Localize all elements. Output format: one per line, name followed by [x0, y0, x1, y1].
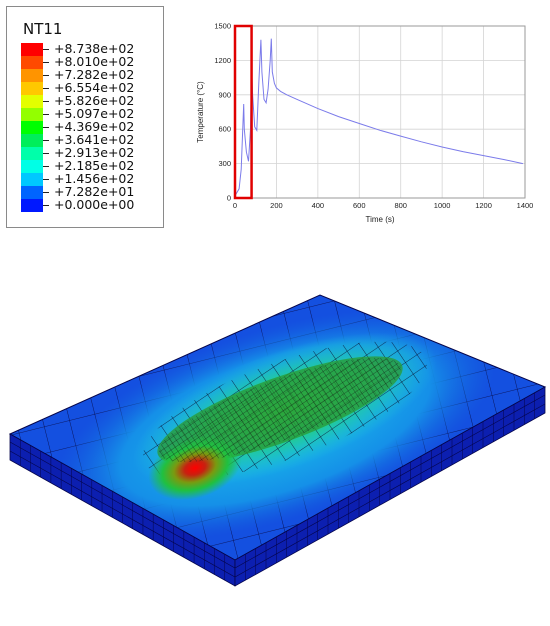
legend-label: +2.913e+02	[54, 145, 135, 160]
legend-tick	[43, 75, 49, 76]
x-tick-label: 400	[312, 201, 325, 210]
legend-label: +7.282e+01	[54, 184, 135, 199]
legend-swatch	[21, 56, 43, 69]
legend-title: NT11	[23, 20, 63, 38]
legend-tick	[43, 205, 49, 206]
chart-ticks: 0 200 400 600 800 1000 1200 1400 0 300 600 900 1200 1…	[214, 22, 533, 211]
legend-swatch	[21, 199, 43, 212]
legend-label: +7.282e+02	[54, 67, 135, 82]
highlight-box	[233, 24, 253, 200]
x-tick-label: 0	[233, 201, 237, 210]
legend-label: +3.641e+02	[54, 132, 135, 147]
legend-label: +1.456e+02	[54, 171, 135, 186]
x-axis-label: Time (s)	[365, 215, 394, 224]
plot-frame	[234, 25, 526, 199]
x-tick-label: 1000	[434, 201, 451, 210]
x-tick-label: 600	[353, 201, 366, 210]
legend-swatch	[21, 108, 43, 121]
legend-label: +5.097e+02	[54, 106, 135, 121]
legend-tick	[43, 166, 49, 167]
legend-tick	[43, 88, 49, 89]
legend-label: +8.010e+02	[54, 54, 135, 69]
legend-label: +8.738e+02	[54, 41, 135, 56]
legend-swatch	[21, 121, 43, 134]
legend-swatch	[21, 95, 43, 108]
legend-swatch	[21, 43, 43, 56]
y-tick-label: 600	[218, 125, 231, 134]
temperature-series-line	[234, 38, 524, 196]
legend-tick	[43, 192, 49, 193]
legend-swatch	[21, 69, 43, 82]
legend-label: +2.185e+02	[54, 158, 135, 173]
legend-swatch	[21, 160, 43, 173]
legend-tick	[43, 101, 49, 102]
legend-swatch	[21, 186, 43, 199]
legend-label: +0.000e+00	[54, 197, 135, 212]
legend-tick	[43, 62, 49, 63]
x-tick-label: 800	[394, 201, 407, 210]
fine-mesh	[159, 357, 401, 463]
x-tick-label: 1400	[517, 201, 534, 210]
x-tick-label: 200	[270, 201, 283, 210]
legend-tick	[43, 153, 49, 154]
y-tick-label: 300	[218, 159, 231, 168]
legend-tick	[43, 140, 49, 141]
color-legend: NT11 +8.738e+02 +8.010e+02 +7.282e+02 +6…	[6, 6, 164, 228]
legend-tick	[43, 49, 49, 50]
legend-swatch	[21, 134, 43, 147]
fe-mesh-plate-contour	[8, 294, 547, 587]
legend-tick	[43, 114, 49, 115]
legend-swatch	[21, 82, 43, 95]
y-tick-label: 900	[218, 90, 231, 99]
y-axis-label: Temperature (°C)	[196, 81, 205, 143]
legend-tick	[43, 127, 49, 128]
legend-label: +6.554e+02	[54, 80, 135, 95]
y-tick-label: 0	[227, 194, 231, 203]
y-tick-label: 1500	[214, 22, 231, 31]
legend-tick	[43, 179, 49, 180]
chart-grid	[234, 25, 526, 199]
legend-swatch	[21, 173, 43, 186]
x-tick-label: 1200	[475, 201, 492, 210]
legend-label: +5.826e+02	[54, 93, 135, 108]
legend-swatch	[21, 147, 43, 160]
temperature-history-chart: 0 200 400 600 800 1000 1200 1400 0 300 600 900 1200 1…	[196, 22, 533, 225]
side-mesh-verticals	[19, 392, 535, 581]
y-tick-label: 1200	[214, 56, 231, 65]
legend-label: +4.369e+02	[54, 119, 135, 134]
